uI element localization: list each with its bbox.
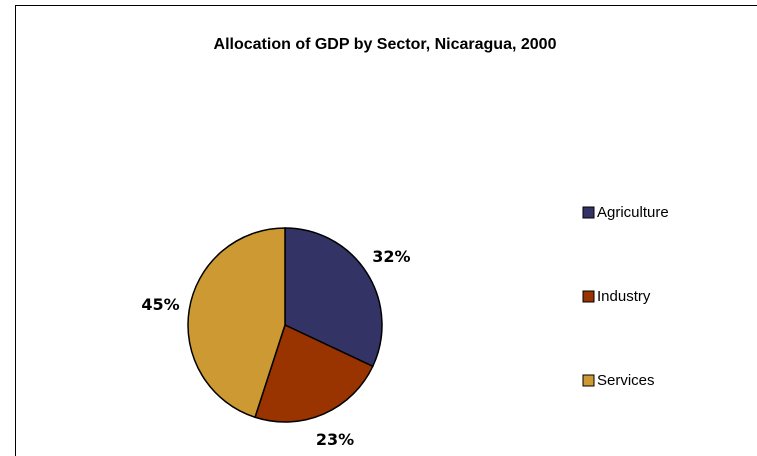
data-label: 32% bbox=[372, 247, 410, 266]
legend-label: Agriculture bbox=[597, 204, 669, 221]
legend-swatch bbox=[582, 374, 595, 387]
legend-swatch bbox=[582, 290, 595, 303]
pie-slice bbox=[187, 227, 286, 419]
data-label: 45% bbox=[141, 295, 179, 314]
data-label: 23% bbox=[316, 430, 354, 449]
legend-swatch bbox=[582, 206, 595, 219]
chart-title: Allocation of GDP by Sector, Nicaragua, … bbox=[214, 36, 557, 53]
legend-label: Services bbox=[597, 372, 655, 389]
pie-slice bbox=[284, 227, 383, 368]
pie-slice bbox=[254, 323, 374, 423]
chart-frame bbox=[15, 5, 757, 456]
legend-label: Industry bbox=[597, 288, 651, 305]
